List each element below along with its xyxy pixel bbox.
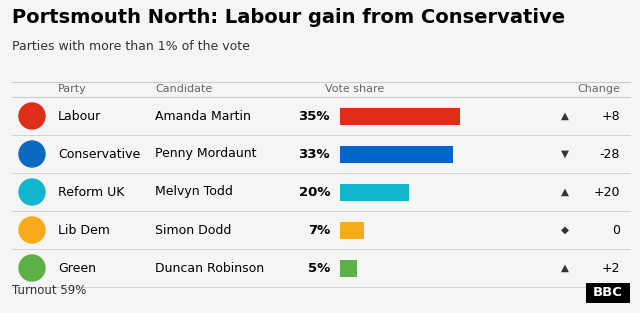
Text: Lib Dem: Lib Dem (58, 223, 110, 237)
Text: 0: 0 (612, 223, 620, 237)
Text: BBC: BBC (593, 286, 623, 300)
Text: 33%: 33% (298, 147, 330, 161)
Text: Change: Change (577, 85, 620, 95)
Text: ▲: ▲ (561, 263, 569, 273)
Text: Duncan Robinson: Duncan Robinson (155, 261, 264, 275)
Text: Party: Party (58, 85, 87, 95)
Text: +2: +2 (602, 261, 620, 275)
Text: Melvyn Todd: Melvyn Todd (155, 186, 233, 198)
Text: Vote share: Vote share (325, 85, 384, 95)
Bar (340, 183, 408, 201)
Circle shape (19, 103, 45, 129)
Text: ◆: ◆ (561, 225, 569, 235)
Text: Portsmouth North: Labour gain from Conservative: Portsmouth North: Labour gain from Conse… (12, 8, 565, 27)
Bar (340, 107, 460, 125)
Bar (586, 283, 630, 303)
Bar (340, 222, 364, 239)
Text: Candidate: Candidate (155, 85, 212, 95)
Circle shape (19, 179, 45, 205)
Text: Reform UK: Reform UK (58, 186, 124, 198)
Text: -28: -28 (600, 147, 620, 161)
Text: +20: +20 (593, 186, 620, 198)
Text: Labour: Labour (58, 110, 101, 122)
Text: 7%: 7% (308, 223, 330, 237)
Text: 5%: 5% (308, 261, 330, 275)
Text: Turnout 59%: Turnout 59% (12, 284, 86, 297)
Text: +8: +8 (602, 110, 620, 122)
Text: ▲: ▲ (561, 187, 569, 197)
Circle shape (19, 217, 45, 243)
Bar (340, 259, 357, 276)
Text: 20%: 20% (298, 186, 330, 198)
Text: Amanda Martin: Amanda Martin (155, 110, 251, 122)
Circle shape (19, 255, 45, 281)
Circle shape (19, 141, 45, 167)
Text: 35%: 35% (298, 110, 330, 122)
Bar (340, 146, 453, 162)
Text: ▼: ▼ (561, 149, 569, 159)
Text: Conservative: Conservative (58, 147, 140, 161)
Text: Parties with more than 1% of the vote: Parties with more than 1% of the vote (12, 40, 250, 53)
Text: Simon Dodd: Simon Dodd (155, 223, 232, 237)
Text: Penny Mordaunt: Penny Mordaunt (155, 147, 257, 161)
Text: Green: Green (58, 261, 96, 275)
Text: ▲: ▲ (561, 111, 569, 121)
